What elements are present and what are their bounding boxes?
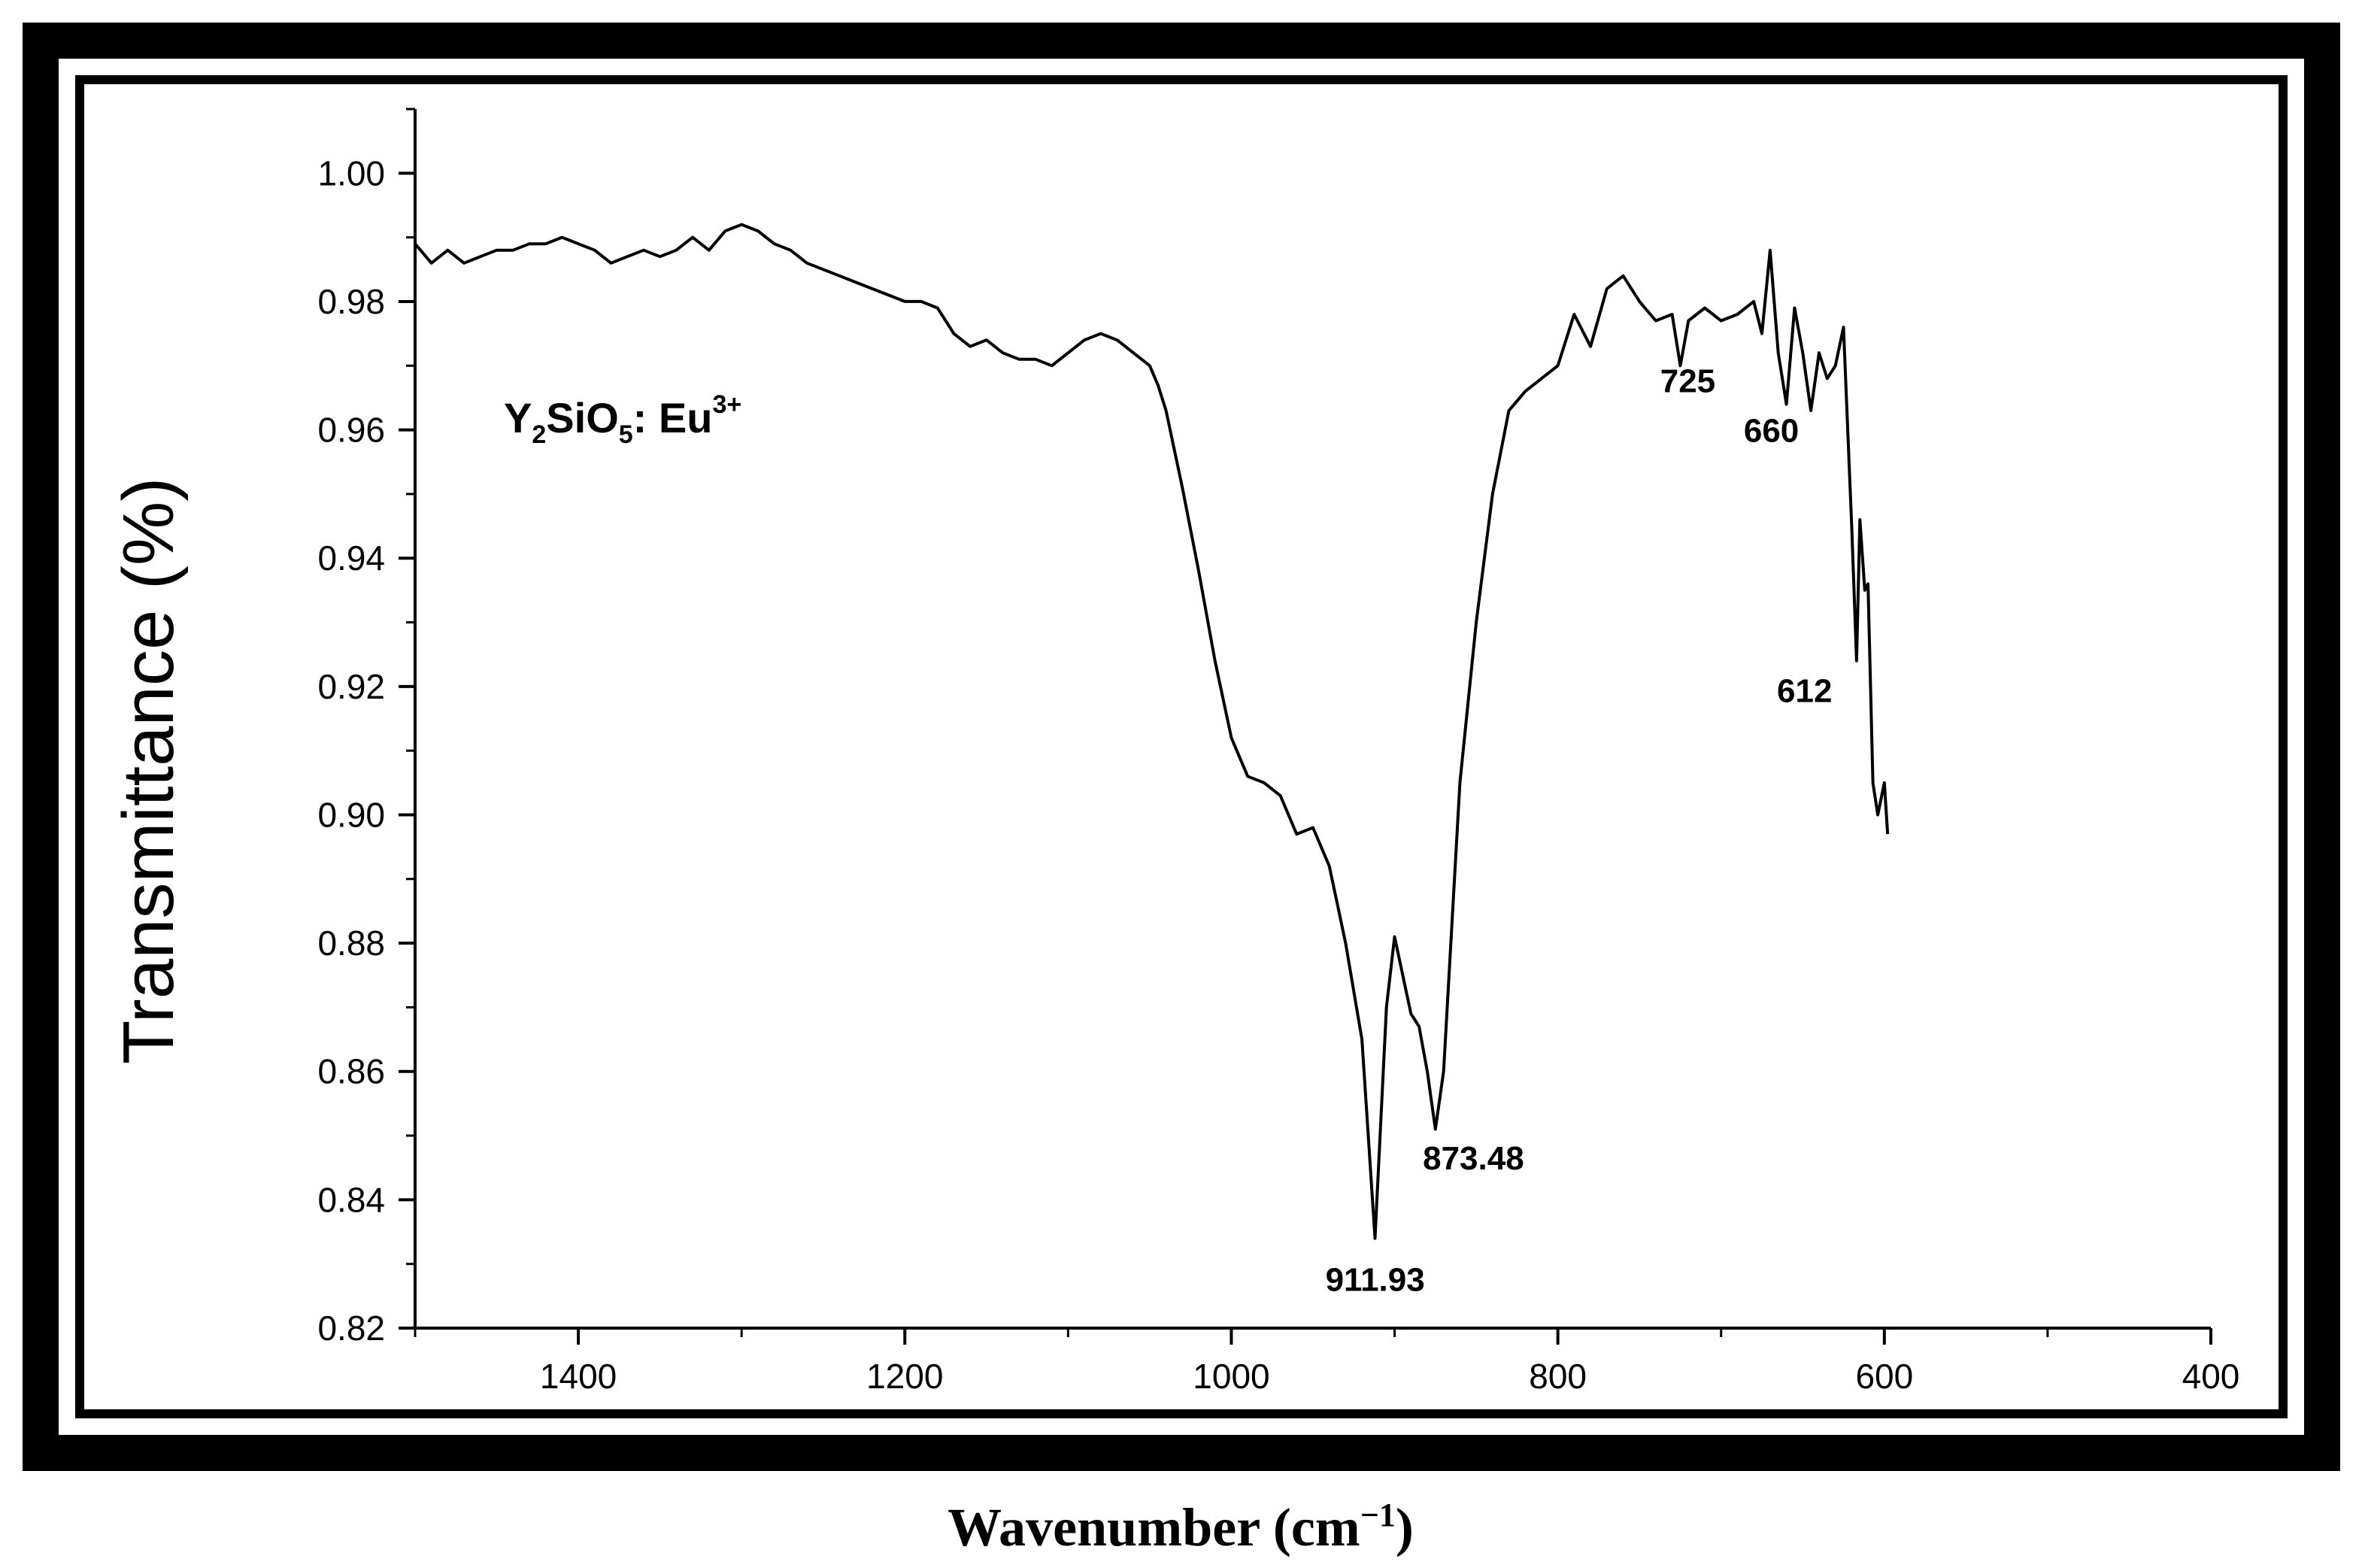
- x-tick-label: 1400: [540, 1357, 617, 1396]
- y-tick-label: 0.84: [317, 1180, 385, 1219]
- x-tick-label: 600: [1855, 1357, 1913, 1396]
- x-tick-label: 1000: [1193, 1357, 1269, 1396]
- y-tick-label: 0.98: [317, 282, 385, 321]
- y-tick-label: 0.86: [317, 1052, 385, 1091]
- ticks: 0.82 0.84 0.86 0.88 0.90 0.92 0.94 0.96 0.98 1.00…: [317, 108, 2240, 1396]
- peak-label: 725: [1660, 362, 1715, 399]
- peak-label: 612: [1777, 673, 1832, 710]
- chart-title: Y2SiO5: Eu3+: [504, 390, 741, 449]
- y-tick-label: 0.82: [317, 1309, 385, 1348]
- y-axis-label: Transmittance (%): [108, 478, 189, 1065]
- outer-frame: [23, 23, 2340, 1471]
- y-tick-label: 0.94: [317, 538, 385, 578]
- y-tick-label: 0.90: [317, 795, 385, 834]
- annotations: 911.93 873.48 725 660 612: [1326, 362, 1833, 1298]
- x-axis-label: Wavenumber (cm−1): [948, 1497, 1414, 1557]
- plot-frame: [75, 75, 2288, 1418]
- series-layer: [414, 223, 1890, 1240]
- y-tick-label: 1.00: [317, 153, 385, 193]
- peak-label: 660: [1744, 412, 1799, 449]
- x-tick-label: 400: [2182, 1357, 2240, 1396]
- axes: [414, 109, 2211, 1330]
- series-line: [414, 223, 1890, 1240]
- y-tick-label: 0.88: [317, 924, 385, 963]
- peak-label: 873.48: [1423, 1140, 1524, 1177]
- peak-label: 911.93: [1326, 1262, 1425, 1299]
- x-tick-label: 1200: [866, 1357, 943, 1396]
- y-tick-label: 0.92: [317, 667, 385, 706]
- x-tick-label: 800: [1529, 1357, 1587, 1396]
- y-tick-label: 0.96: [317, 411, 385, 450]
